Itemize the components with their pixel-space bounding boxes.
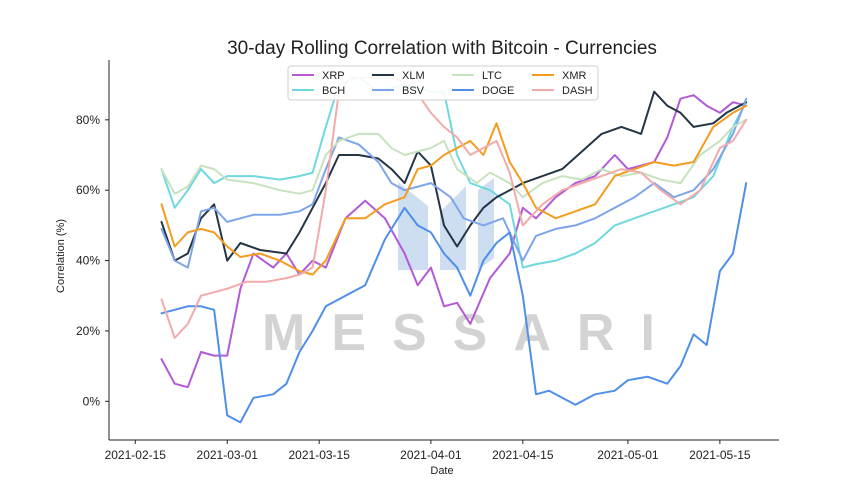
x-tick-label: 2021-04-15 — [492, 448, 554, 462]
series-line-doge — [160, 182, 748, 424]
x-ticks: 2021-02-15 2021-03-01 2021-03-15 2021-04-01… — [105, 440, 751, 462]
series-line-xrp — [160, 94, 748, 389]
series-line-dash — [160, 76, 748, 339]
y-tick-label: 0% — [83, 394, 101, 408]
y-tick-label: 20% — [76, 324, 100, 338]
x-tick-label: 2021-04-01 — [400, 448, 462, 462]
legend-label-doge: DOGE — [482, 85, 514, 97]
watermark-text: MESSARI — [262, 304, 681, 362]
x-tick-label: 2021-02-15 — [105, 448, 167, 462]
y-tick-label: 40% — [76, 254, 100, 268]
series-line-ltc — [160, 118, 748, 199]
legend-label-xlm: XLM — [402, 70, 425, 82]
series-line-bsv — [160, 97, 748, 269]
legend-label-xrp: XRP — [322, 70, 345, 82]
x-tick-label: 2021-05-15 — [689, 448, 751, 462]
legend-label-bch: BCH — [322, 85, 345, 97]
legend-box — [287, 65, 599, 101]
y-tick-label: 80% — [76, 113, 100, 127]
y-axis-label: Correlation (%) — [55, 219, 67, 293]
watermark: MESSARI — [262, 178, 681, 362]
y-ticks: 0% 20% 40% 60% 80% — [76, 113, 109, 408]
legend-label-xmr: XMR — [562, 70, 587, 82]
legend: XRP BCH XLM BSV LTC DOGE XMR DASH — [287, 65, 599, 101]
legend-label-ltc: LTC — [482, 70, 502, 82]
series-line-xlm — [160, 90, 748, 262]
plot-lines — [160, 76, 748, 424]
x-tick-label: 2021-05-01 — [597, 448, 659, 462]
series-line-bch — [160, 76, 748, 269]
y-tick-label: 60% — [76, 183, 100, 197]
x-axis-label: Date — [430, 465, 453, 477]
watermark-logo-icon — [398, 178, 494, 270]
legend-label-dash: DASH — [562, 85, 593, 97]
x-tick-label: 2021-03-01 — [197, 448, 259, 462]
x-tick-label: 2021-03-15 — [289, 448, 351, 462]
legend-label-bsv: BSV — [402, 85, 425, 97]
series-line-xmr — [160, 104, 748, 276]
chart-title: 30-day Rolling Correlation with Bitcoin … — [227, 38, 657, 59]
